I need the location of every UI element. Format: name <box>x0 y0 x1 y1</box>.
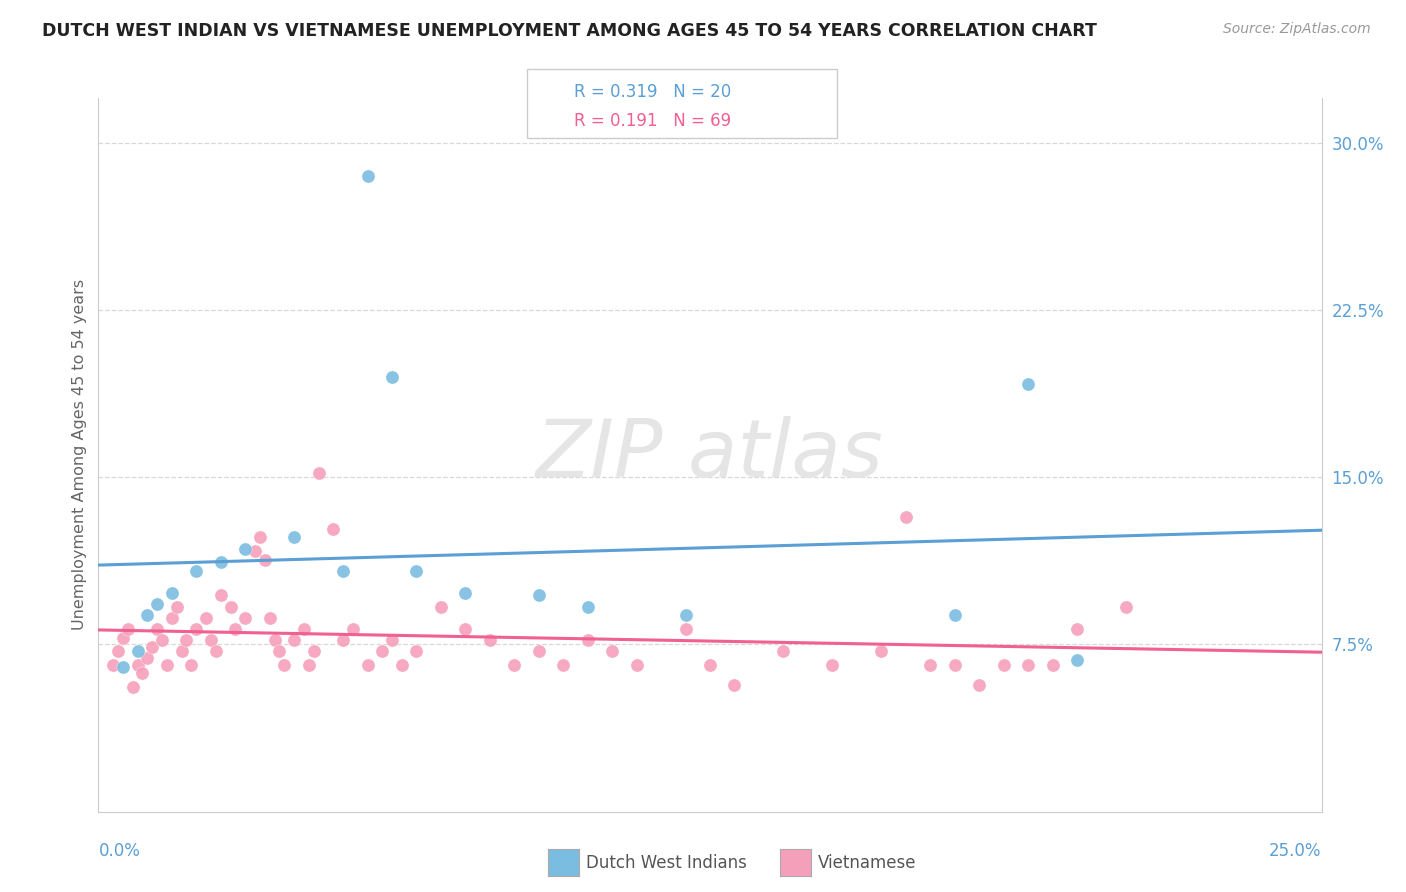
Point <box>249 530 271 544</box>
Text: DUTCH WEST INDIAN VS VIETNAMESE UNEMPLOYMENT AMONG AGES 45 TO 54 YEARS CORRELATI: DUTCH WEST INDIAN VS VIETNAMESE UNEMPLOY… <box>42 22 1097 40</box>
Point <box>186 622 208 636</box>
Point <box>381 369 404 384</box>
Point <box>298 657 321 672</box>
Point <box>166 599 188 614</box>
Point <box>127 657 149 672</box>
Point <box>107 644 129 658</box>
Point <box>527 589 550 603</box>
Point <box>209 555 232 569</box>
Point <box>1042 657 1064 672</box>
Point <box>156 657 179 672</box>
Point <box>224 622 246 636</box>
Point <box>430 599 453 614</box>
Point <box>675 608 697 623</box>
Point <box>136 608 159 623</box>
Point <box>1066 653 1088 667</box>
Text: 0.0%: 0.0% <box>98 842 141 860</box>
Point <box>205 644 228 658</box>
Point <box>332 564 354 578</box>
Point <box>391 657 413 672</box>
Point <box>1017 657 1039 672</box>
Text: R = 0.191   N = 69: R = 0.191 N = 69 <box>574 112 731 129</box>
Point <box>405 644 427 658</box>
Point <box>454 586 477 600</box>
Point <box>131 666 153 681</box>
Point <box>967 678 990 692</box>
Point <box>219 599 242 614</box>
Point <box>772 644 794 658</box>
Point <box>186 564 208 578</box>
Point <box>576 633 599 648</box>
Point <box>209 589 232 603</box>
Point <box>1066 622 1088 636</box>
Point <box>308 466 330 480</box>
Point <box>1017 376 1039 391</box>
Point <box>101 657 124 672</box>
Point <box>371 644 394 658</box>
Point <box>111 660 134 674</box>
Point <box>263 633 285 648</box>
Point <box>259 611 281 625</box>
Point <box>381 633 404 648</box>
Point <box>269 644 291 658</box>
Text: Dutch West Indians: Dutch West Indians <box>586 854 747 871</box>
Point <box>176 633 198 648</box>
Point <box>146 598 169 612</box>
Point <box>1115 599 1137 614</box>
Text: Source: ZipAtlas.com: Source: ZipAtlas.com <box>1223 22 1371 37</box>
Point <box>127 644 149 658</box>
Point <box>160 611 183 625</box>
Point <box>503 657 526 672</box>
Point <box>180 657 202 672</box>
Point <box>292 622 315 636</box>
Point <box>273 657 295 672</box>
Point <box>121 680 143 694</box>
Y-axis label: Unemployment Among Ages 45 to 54 years: Unemployment Among Ages 45 to 54 years <box>72 279 87 631</box>
Point <box>600 644 623 658</box>
Point <box>894 510 917 524</box>
Point <box>405 564 427 578</box>
Point <box>943 608 966 623</box>
Point <box>283 530 305 544</box>
Point <box>233 611 256 625</box>
Point <box>454 622 477 636</box>
Point <box>342 622 364 636</box>
Point <box>356 657 378 672</box>
Point <box>253 552 276 567</box>
Point <box>332 633 354 648</box>
Point <box>626 657 648 672</box>
Point <box>136 651 159 665</box>
Point <box>141 640 163 654</box>
Point <box>243 543 266 558</box>
Point <box>150 633 173 648</box>
Point <box>723 678 745 692</box>
Point <box>699 657 721 672</box>
Point <box>993 657 1015 672</box>
Point <box>821 657 844 672</box>
Point <box>200 633 222 648</box>
Text: 25.0%: 25.0% <box>1270 842 1322 860</box>
Point <box>870 644 893 658</box>
Point <box>356 169 378 184</box>
Point <box>283 633 305 648</box>
Point <box>478 633 501 648</box>
Point <box>160 586 183 600</box>
Point <box>195 611 218 625</box>
Point <box>233 541 256 556</box>
Point <box>322 521 344 535</box>
Point <box>576 599 599 614</box>
Point <box>527 644 550 658</box>
Point <box>943 657 966 672</box>
Point <box>117 622 139 636</box>
Point <box>675 622 697 636</box>
Point <box>146 622 169 636</box>
Text: Vietnamese: Vietnamese <box>818 854 917 871</box>
Point <box>170 644 193 658</box>
Text: R = 0.319   N = 20: R = 0.319 N = 20 <box>574 83 731 101</box>
Point <box>920 657 942 672</box>
Text: ZIP atlas: ZIP atlas <box>536 416 884 494</box>
Point <box>553 657 575 672</box>
Point <box>111 631 134 645</box>
Point <box>302 644 325 658</box>
